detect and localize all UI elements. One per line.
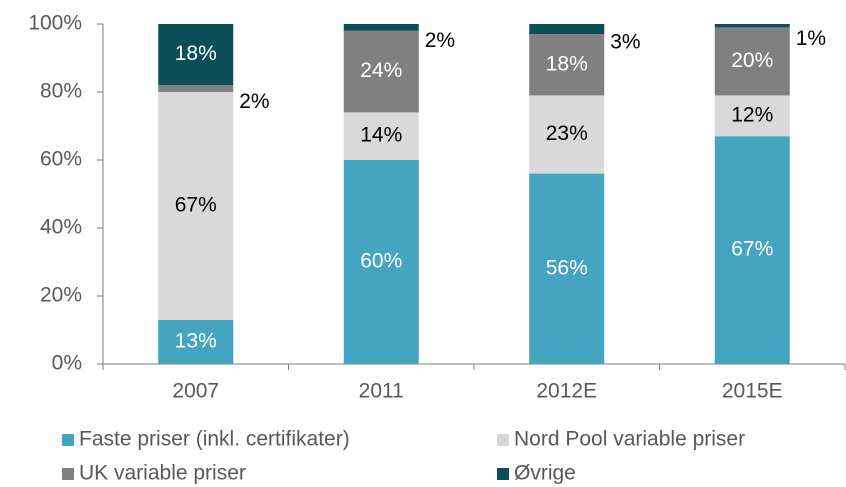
bar-segment [343, 30, 419, 113]
x-tick-label: 2011 [359, 380, 404, 403]
x-tick-label: 2015E [722, 380, 783, 403]
y-tick-label: 0% [52, 352, 82, 375]
legend-swatch [62, 468, 74, 480]
value-label: 14% [360, 124, 402, 147]
legend-swatch [497, 434, 509, 446]
bar-segment [343, 24, 419, 31]
bar-segment [158, 92, 234, 320]
value-label: 12% [731, 103, 773, 126]
value-label: 67% [175, 193, 217, 216]
value-label: 2% [239, 90, 269, 113]
value-label: 23% [546, 122, 588, 145]
value-label: 56% [546, 256, 588, 279]
bar-segment [158, 24, 234, 86]
bar-segment [158, 85, 234, 92]
y-tick-label: 60% [40, 148, 82, 171]
bar-segment [714, 27, 790, 96]
value-label: 1% [796, 27, 826, 50]
bar-segment [529, 34, 605, 96]
x-tick-label: 2012E [536, 380, 597, 403]
bar-segment [529, 95, 605, 174]
legend-label: UK variable priser [79, 462, 246, 485]
bar-segment [714, 95, 790, 137]
legend-label: Øvrige [514, 462, 576, 485]
legend-label: Nord Pool variable priser [514, 428, 745, 451]
y-tick-label: 20% [40, 284, 82, 307]
value-label: 18% [546, 52, 588, 75]
bar-segment [529, 173, 605, 364]
bar-segment [343, 112, 419, 160]
value-label: 67% [731, 238, 773, 261]
value-label: 60% [360, 250, 402, 273]
value-label: 3% [610, 31, 640, 54]
x-tick-label: 2007 [172, 380, 219, 403]
y-tick-label: 80% [40, 80, 82, 103]
legend-label: Faste priser (inkl. certifikater) [79, 428, 350, 451]
value-label: 24% [360, 59, 402, 82]
value-label: 18% [175, 42, 217, 65]
bar-segment [343, 160, 419, 364]
legend-swatch [497, 468, 509, 480]
y-tick-label: 100% [28, 12, 82, 35]
value-label: 13% [175, 329, 217, 352]
value-label: 20% [731, 49, 773, 72]
bar-segment [714, 24, 790, 28]
value-label: 2% [425, 29, 455, 52]
legend-swatch [62, 434, 74, 446]
bar-segment [158, 319, 234, 364]
bar-segment [529, 24, 605, 35]
y-tick-label: 40% [40, 216, 82, 239]
bar-segment [714, 136, 790, 364]
